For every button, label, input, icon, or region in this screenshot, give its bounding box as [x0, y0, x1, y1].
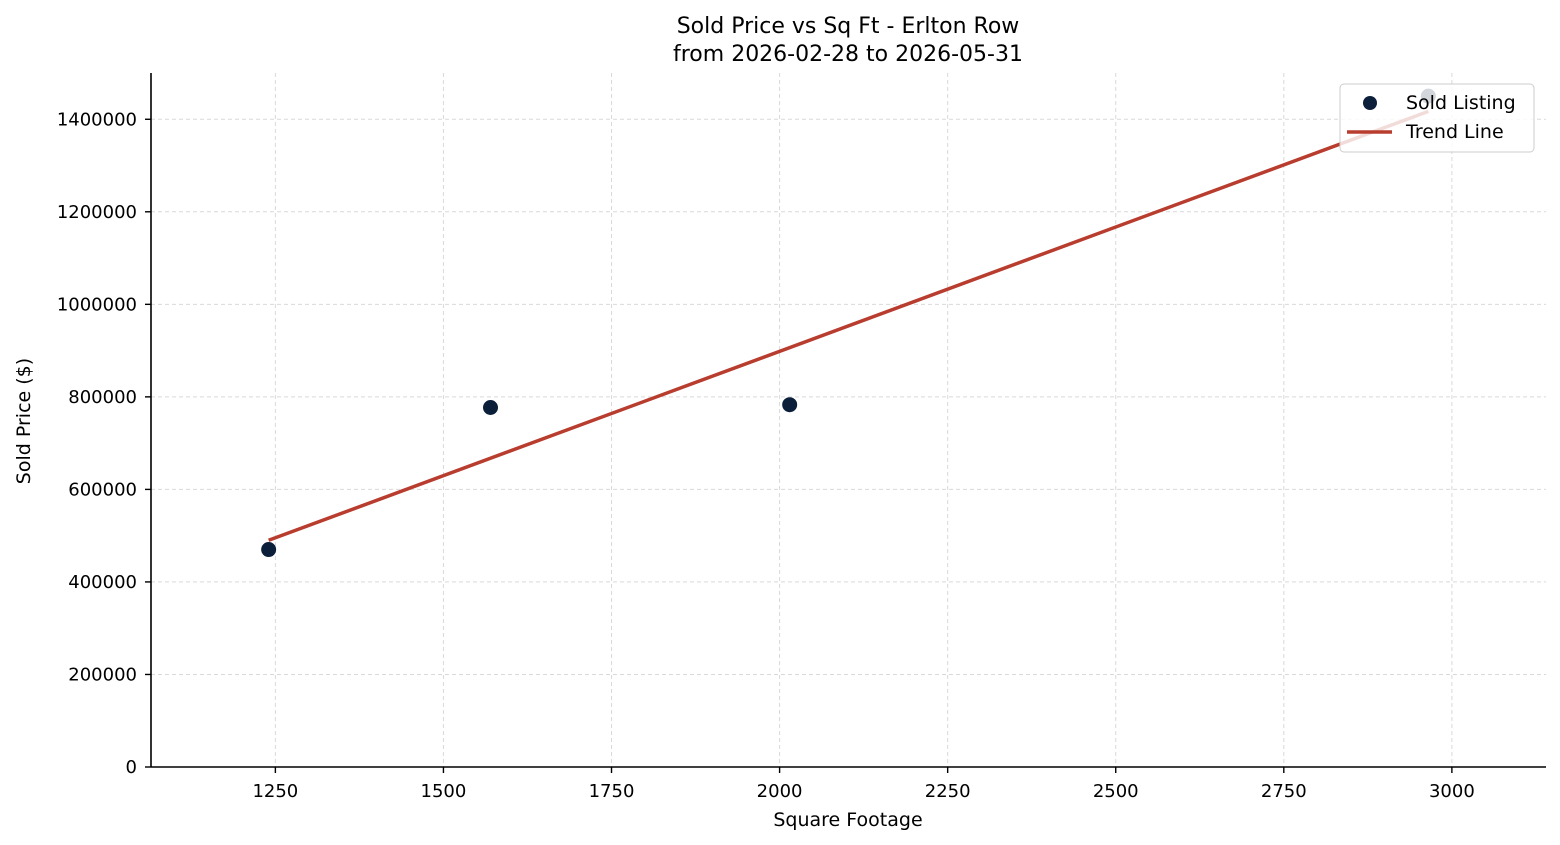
legend-label-trend-line: Trend Line: [1405, 121, 1504, 143]
scatter-point: [483, 400, 499, 416]
legend: Sold Listing Trend Line: [1339, 83, 1535, 153]
y-ticks: 0 200000 400000 600000 800000 1000000 1200000 1…: [57, 109, 151, 778]
x-tick-label: 1250: [252, 781, 298, 802]
x-tick-label: 2000: [757, 781, 803, 802]
x-tick-label: 3000: [1429, 781, 1475, 802]
grid-lines: [151, 73, 1546, 768]
chart-subtitle: from 2026-02-28 to 2026-05-31: [673, 42, 1023, 67]
y-tick-label: 0: [126, 757, 137, 778]
trend-line: [268, 109, 1429, 542]
x-tick-label: 1500: [421, 781, 467, 802]
scatter-point: [261, 542, 277, 558]
x-axis-label: Square Footage: [773, 809, 922, 831]
axes: [150, 73, 1546, 768]
scatter-point: [782, 397, 798, 413]
x-tick-label: 2250: [925, 781, 971, 802]
x-tick-label: 1750: [589, 781, 635, 802]
legend-label-sold-listing: Sold Listing: [1406, 92, 1516, 114]
x-tick-label: 2500: [1093, 781, 1139, 802]
legend-marker-sold-listing: [1363, 96, 1377, 110]
y-tick-label: 200000: [68, 664, 137, 685]
legend-box: [1339, 83, 1535, 153]
y-tick-label: 600000: [68, 479, 137, 500]
y-tick-label: 1000000: [57, 294, 137, 315]
y-tick-label: 400000: [68, 572, 137, 593]
x-ticks: 1250 1500 1750 2000 2250 2500 2750 3000: [252, 767, 1475, 802]
x-tick-label: 2750: [1261, 781, 1307, 802]
y-tick-label: 1400000: [57, 109, 137, 130]
y-tick-label: 800000: [68, 387, 137, 408]
series: [261, 88, 1436, 558]
y-tick-label: 1200000: [57, 202, 137, 223]
chart-title: Sold Price vs Sq Ft - Erlton Row: [677, 14, 1020, 39]
y-axis-label: Sold Price ($): [13, 358, 35, 484]
